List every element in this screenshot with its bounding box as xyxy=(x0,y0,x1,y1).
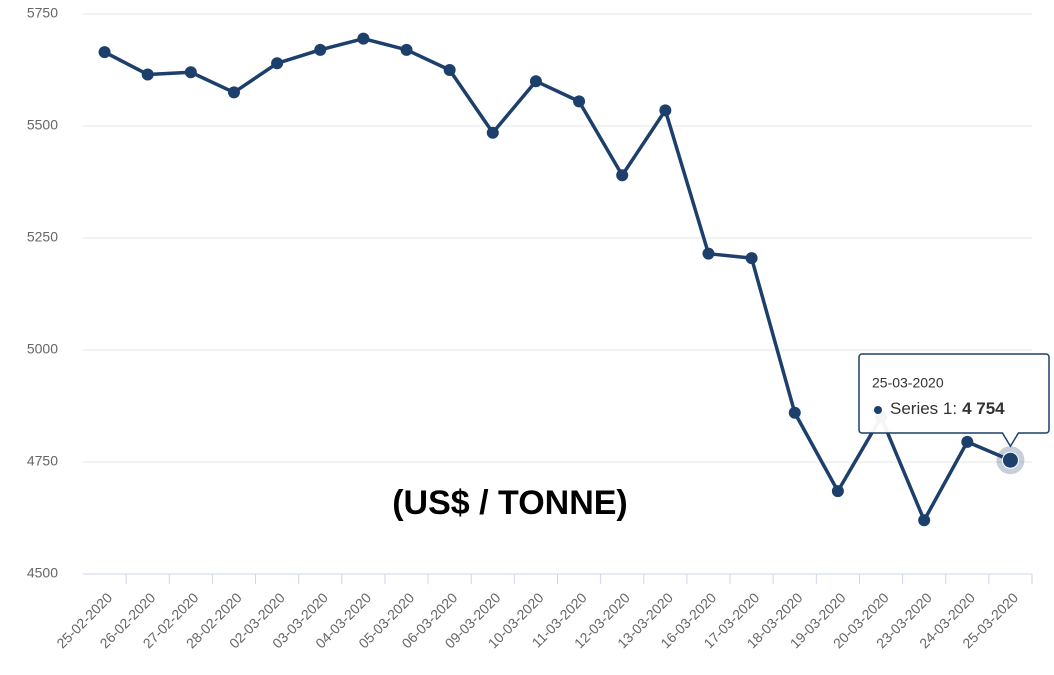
point xyxy=(400,43,413,56)
point xyxy=(573,95,586,108)
point xyxy=(1001,451,1019,469)
point xyxy=(702,247,715,260)
point xyxy=(184,66,197,79)
y-tick-label: 4750 xyxy=(27,453,58,469)
point xyxy=(788,406,801,419)
tooltip-box xyxy=(858,353,1050,448)
tooltip-dot xyxy=(874,406,882,414)
y-tick-label: 5250 xyxy=(27,229,58,245)
point xyxy=(314,43,327,56)
point xyxy=(227,86,240,99)
point xyxy=(529,75,542,88)
point xyxy=(98,46,111,59)
point xyxy=(141,68,154,81)
point xyxy=(961,435,974,448)
point xyxy=(271,57,284,70)
tooltip-text: Series 1: 4 754 xyxy=(890,399,1005,418)
y-tick-label: 5750 xyxy=(27,5,58,21)
tooltip-value: 4 754 xyxy=(962,399,1005,418)
point xyxy=(616,169,629,182)
point xyxy=(357,32,370,45)
point xyxy=(918,514,931,527)
tooltip-date: 25-03-2020 xyxy=(872,375,944,391)
point xyxy=(659,104,672,117)
point xyxy=(745,252,758,265)
tooltip: 25-03-2020 Series 1: 4 754 xyxy=(858,353,1050,448)
y-tick-label: 5500 xyxy=(27,117,58,133)
point xyxy=(443,64,456,76)
annotation: (US$ / TONNE) xyxy=(392,484,628,522)
tooltip-label: Series 1: xyxy=(890,399,957,418)
line xyxy=(103,36,1012,522)
y-tick-label: 4500 xyxy=(27,565,58,581)
point xyxy=(486,126,499,139)
y-tick-label: 5000 xyxy=(27,341,58,357)
point xyxy=(831,485,844,498)
